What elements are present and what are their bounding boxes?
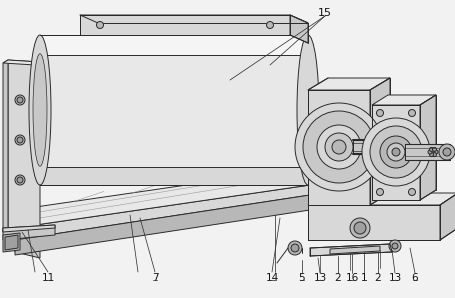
Text: 14: 14	[265, 273, 278, 283]
Polygon shape	[3, 233, 20, 252]
Circle shape	[353, 222, 365, 234]
Circle shape	[386, 143, 404, 161]
Polygon shape	[15, 228, 40, 258]
Polygon shape	[15, 157, 339, 228]
Circle shape	[308, 170, 315, 178]
Circle shape	[408, 189, 415, 195]
Circle shape	[316, 125, 360, 169]
Polygon shape	[15, 195, 309, 255]
Text: 1: 1	[360, 273, 367, 283]
Text: 16: 16	[344, 273, 358, 283]
Circle shape	[361, 118, 429, 186]
Polygon shape	[307, 78, 389, 90]
Circle shape	[429, 148, 433, 151]
Polygon shape	[309, 244, 391, 256]
Circle shape	[15, 135, 25, 145]
Polygon shape	[371, 95, 435, 105]
Circle shape	[433, 150, 437, 154]
Circle shape	[388, 240, 400, 252]
Circle shape	[324, 133, 352, 161]
Polygon shape	[307, 193, 455, 205]
Polygon shape	[289, 15, 307, 43]
Polygon shape	[352, 140, 388, 154]
Polygon shape	[3, 60, 8, 232]
Circle shape	[391, 243, 397, 249]
Text: 5: 5	[298, 273, 305, 283]
Polygon shape	[80, 15, 307, 23]
Polygon shape	[371, 105, 419, 200]
Ellipse shape	[33, 54, 47, 166]
Polygon shape	[40, 167, 307, 185]
Circle shape	[408, 109, 415, 117]
Polygon shape	[3, 225, 55, 232]
Circle shape	[266, 21, 273, 29]
Circle shape	[376, 109, 383, 117]
Circle shape	[361, 116, 369, 124]
Text: 2: 2	[334, 273, 340, 283]
Circle shape	[308, 116, 315, 124]
Polygon shape	[309, 175, 339, 205]
Circle shape	[427, 150, 431, 154]
Polygon shape	[8, 60, 40, 230]
Circle shape	[15, 175, 25, 185]
Circle shape	[349, 218, 369, 238]
Text: 6: 6	[411, 273, 417, 283]
Circle shape	[288, 241, 301, 255]
Ellipse shape	[296, 35, 318, 185]
Polygon shape	[3, 60, 40, 65]
Text: 13: 13	[313, 273, 326, 283]
Circle shape	[429, 153, 433, 156]
Circle shape	[379, 136, 411, 168]
Circle shape	[96, 21, 103, 29]
Polygon shape	[329, 246, 379, 254]
Circle shape	[17, 177, 23, 183]
Polygon shape	[5, 235, 18, 250]
Polygon shape	[307, 205, 439, 240]
Ellipse shape	[29, 35, 51, 185]
Circle shape	[391, 148, 399, 156]
Text: 15: 15	[317, 8, 331, 18]
Polygon shape	[404, 144, 449, 160]
Circle shape	[17, 97, 23, 103]
Circle shape	[15, 95, 25, 105]
Circle shape	[294, 103, 382, 191]
Circle shape	[442, 148, 450, 156]
Polygon shape	[80, 15, 289, 35]
Text: 11: 11	[41, 273, 55, 283]
Text: 13: 13	[388, 273, 401, 283]
Circle shape	[369, 126, 421, 178]
Circle shape	[431, 153, 435, 156]
Polygon shape	[307, 90, 369, 205]
Circle shape	[431, 148, 435, 151]
Polygon shape	[3, 225, 55, 240]
Circle shape	[376, 189, 383, 195]
Polygon shape	[40, 35, 307, 55]
Circle shape	[361, 170, 369, 178]
Text: 2: 2	[374, 273, 380, 283]
Polygon shape	[369, 78, 389, 205]
Circle shape	[290, 244, 298, 252]
Polygon shape	[40, 35, 307, 185]
Circle shape	[331, 140, 345, 154]
Circle shape	[17, 137, 23, 143]
Polygon shape	[419, 95, 435, 200]
Text: 7: 7	[152, 273, 158, 283]
Circle shape	[438, 144, 454, 160]
Circle shape	[302, 111, 374, 183]
Polygon shape	[439, 193, 455, 240]
Polygon shape	[15, 175, 339, 240]
